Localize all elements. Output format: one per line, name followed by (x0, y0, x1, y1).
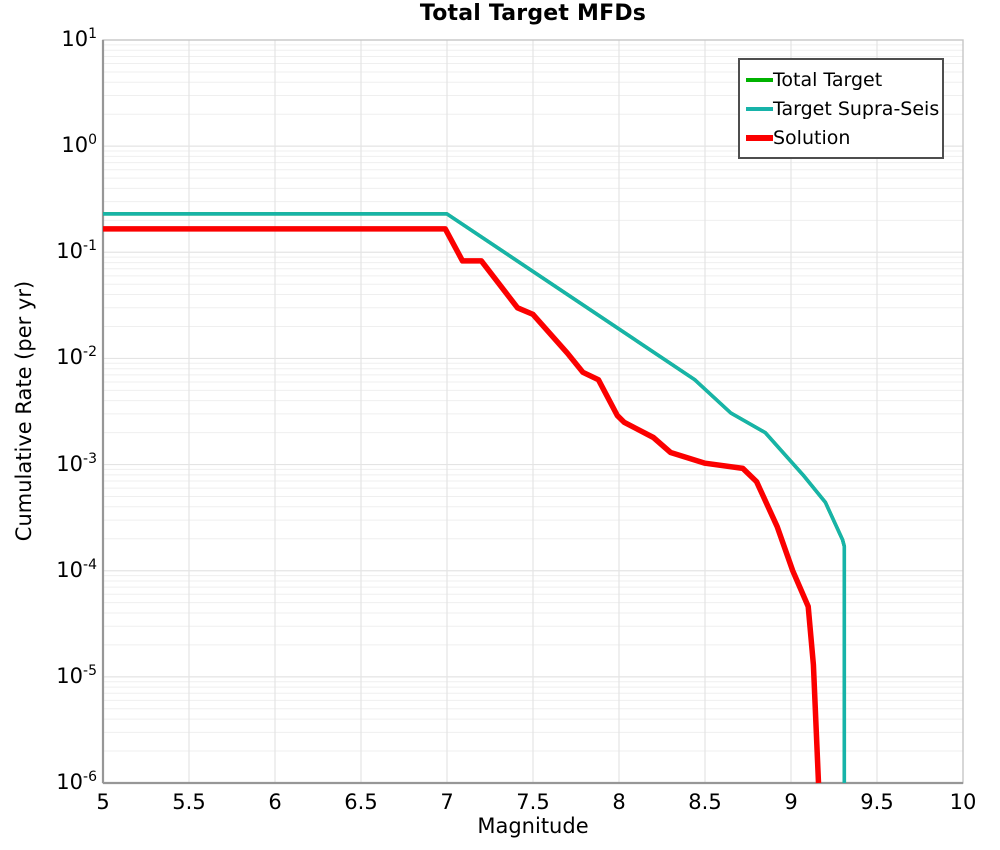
x-tick-label: 6 (268, 790, 282, 814)
legend: Total Target Target Supra-Seis Solution (738, 58, 944, 159)
x-tick-label: 10 (949, 790, 977, 814)
x-tick-label: 7 (440, 790, 454, 814)
y-tick-label: 101 (61, 26, 97, 51)
y-tick-label: 100 (61, 132, 97, 158)
legend-item-target-supra-seis: Target Supra-Seis (746, 94, 940, 123)
chart-title: Total Target MFDs (419, 1, 647, 26)
x-tick-label: 6.5 (344, 790, 378, 814)
legend-label: Target Supra-Seis (773, 97, 940, 120)
y-tick-label: 10-5 (56, 662, 97, 688)
legend-item-solution: Solution (746, 123, 936, 152)
x-axis-title: Magnitude (477, 814, 589, 838)
y-axis-title: Cumulative Rate (per yr) (12, 280, 36, 542)
x-tick-label: 7.5 (516, 790, 550, 814)
series-line-target-supra-seis (103, 212, 847, 783)
x-tick-label: 9.5 (860, 790, 894, 814)
legend-item-total-target: Total Target (746, 65, 936, 94)
y-tick-label: 10-1 (56, 238, 97, 264)
y-tick-label: 10-2 (56, 344, 97, 370)
x-tick-label: 5.5 (172, 790, 206, 814)
x-tick-label: 8 (612, 790, 626, 814)
y-tick-label: 10-6 (56, 769, 97, 794)
target-supra-seis-line-swatch-icon (746, 106, 773, 111)
x-tick-label: 8.5 (688, 790, 722, 814)
series-line-total-target (103, 212, 847, 783)
x-tick-label: 5 (96, 790, 110, 814)
legend-label: Total Target (773, 68, 883, 91)
solution-line-swatch-icon (746, 134, 773, 141)
x-tick-label: 9 (784, 790, 798, 814)
total-target-line-swatch-icon (746, 77, 773, 82)
y-tick-label: 10-3 (56, 450, 97, 476)
legend-label: Solution (773, 126, 851, 149)
y-tick-label: 10-4 (56, 556, 97, 582)
series-line-solution (103, 226, 822, 784)
